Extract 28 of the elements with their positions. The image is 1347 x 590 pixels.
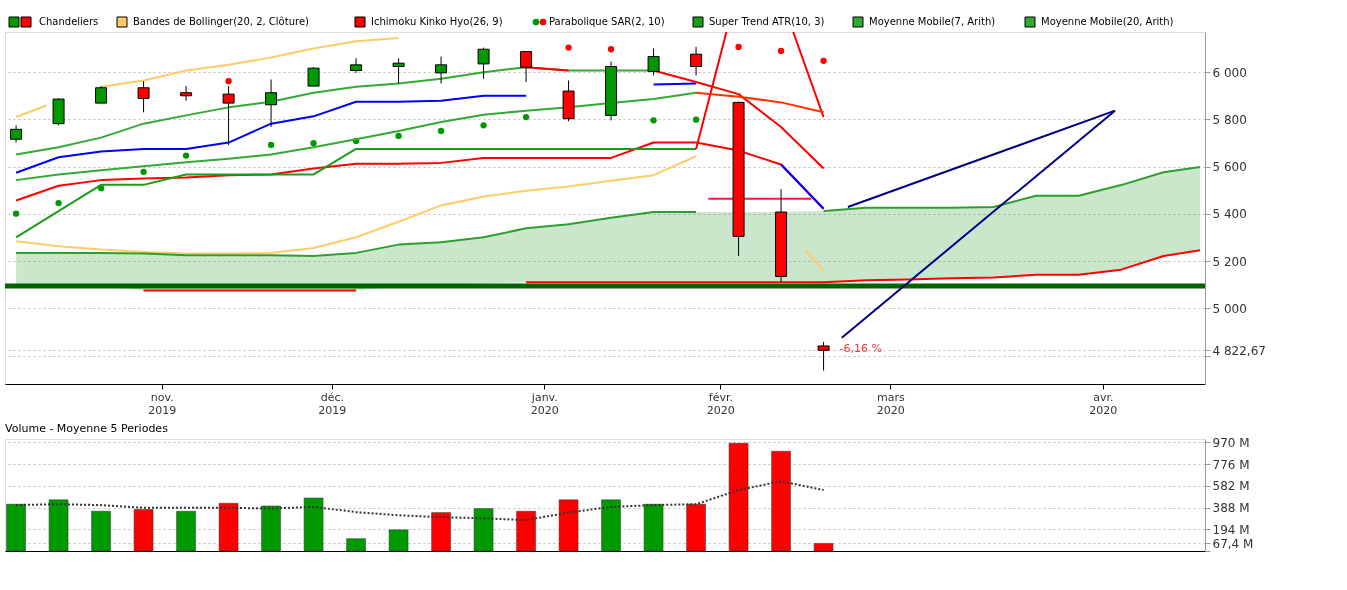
legend-label: Chandeliers (39, 16, 99, 27)
x-tick-label: nov. 2019 (148, 390, 177, 417)
y-tick-label: 582 M (1212, 479, 1250, 494)
legend-label: Ichimoku Kinko Hyo(26, 9) (371, 16, 503, 27)
legend-label: Bandes de Bollinger(20, 2, Clôture) (133, 16, 310, 27)
y-tick-label: 5 200 (1212, 254, 1247, 269)
legend-label: Moyenne Mobile(7, Arith) (869, 16, 996, 27)
chart-title: Volume - Moyenne 5 Periodes (5, 422, 169, 436)
legend-label: Super Trend ATR(10, 3) (709, 16, 825, 27)
y-tick-label: 5 800 (1212, 112, 1247, 127)
y-tick-label: 6 000 (1212, 65, 1247, 80)
x-tick-label: avr. 2020 (1089, 390, 1118, 417)
y-tick-label: 776 M (1212, 457, 1250, 472)
annotation: -6,16 % (839, 341, 882, 355)
y-tick-label: 5 000 (1212, 301, 1247, 316)
y-tick-label: 5 600 (1212, 160, 1247, 175)
legend-label: Parabolique SAR(2, 10) (549, 16, 665, 27)
x-tick-label: mars 2020 (876, 390, 905, 417)
y-tick-label: 970 M (1212, 435, 1250, 450)
y-tick-label: 67,4 M (1212, 536, 1254, 551)
y-tick-label: 194 M (1212, 522, 1250, 537)
x-tick-label: déc. 2019 (318, 390, 347, 417)
x-tick-label: févr. 2020 (706, 390, 735, 417)
y-tick-label: 5 400 (1212, 207, 1247, 222)
x-tick-label: janv. 2020 (530, 390, 559, 417)
y-tick-label: 4 822,67 (1212, 343, 1266, 358)
legend-label: Moyenne Mobile(20, Arith) (1041, 16, 1174, 27)
y-tick-label: 388 M (1212, 501, 1250, 516)
